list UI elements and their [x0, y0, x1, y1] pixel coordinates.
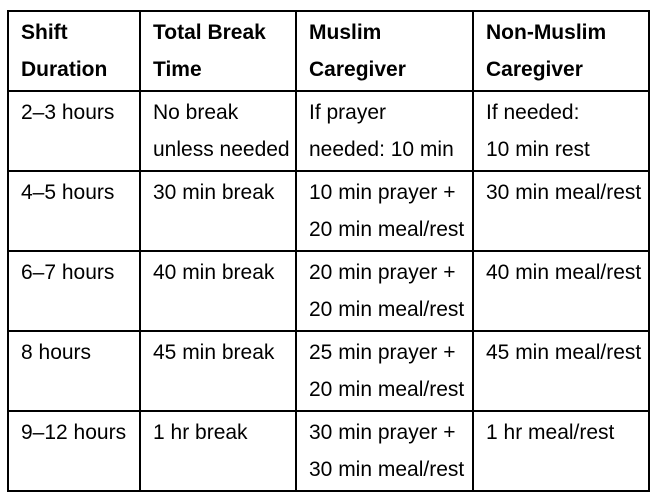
- header-cell-muslim-caregiver: Muslim Caregiver: [295, 10, 474, 92]
- table-cell: 40 min break: [139, 250, 297, 332]
- table-cell: 1 hr break: [139, 410, 297, 492]
- table-cell: 45 min break: [139, 330, 297, 412]
- table-row: 8 hours 45 min break 25 min prayer + 20 …: [7, 330, 650, 412]
- table-cell: 30 min break: [139, 170, 297, 252]
- table-row: 9–12 hours 1 hr break 30 min prayer + 30…: [7, 410, 650, 492]
- table-cell: 25 min prayer + 20 min meal/rest: [295, 330, 474, 412]
- table-cell: 9–12 hours: [7, 410, 141, 492]
- table-cell: 6–7 hours: [7, 250, 141, 332]
- table-row: 6–7 hours 40 min break 20 min prayer + 2…: [7, 250, 650, 332]
- table-cell: 4–5 hours: [7, 170, 141, 252]
- table-cell: 10 min prayer + 20 min meal/rest: [295, 170, 474, 252]
- table-cell: No break unless needed: [139, 90, 297, 172]
- table-cell: 30 min meal/rest: [472, 170, 650, 252]
- header-cell-total-break-time: Total Break Time: [139, 10, 297, 92]
- break-schedule-table: Shift Duration Total Break Time Muslim C…: [7, 10, 650, 492]
- table-cell: If needed: 10 min rest: [472, 90, 650, 172]
- header-row: Shift Duration Total Break Time Muslim C…: [7, 10, 650, 92]
- table-cell: 45 min meal/rest: [472, 330, 650, 412]
- table-cell: 40 min meal/rest: [472, 250, 650, 332]
- table-cell: 2–3 hours: [7, 90, 141, 172]
- table-row: 2–3 hours No break unless needed If pray…: [7, 90, 650, 172]
- table-cell: 1 hr meal/rest: [472, 410, 650, 492]
- table-cell: 20 min prayer + 20 min meal/rest: [295, 250, 474, 332]
- table-cell: If prayer needed: 10 min: [295, 90, 474, 172]
- table-cell: 8 hours: [7, 330, 141, 412]
- header-cell-shift-duration: Shift Duration: [7, 10, 141, 92]
- table-cell: 30 min prayer + 30 min meal/rest: [295, 410, 474, 492]
- header-cell-non-muslim-caregiver: Non-Muslim Caregiver: [472, 10, 650, 92]
- table-row: 4–5 hours 30 min break 10 min prayer + 2…: [7, 170, 650, 252]
